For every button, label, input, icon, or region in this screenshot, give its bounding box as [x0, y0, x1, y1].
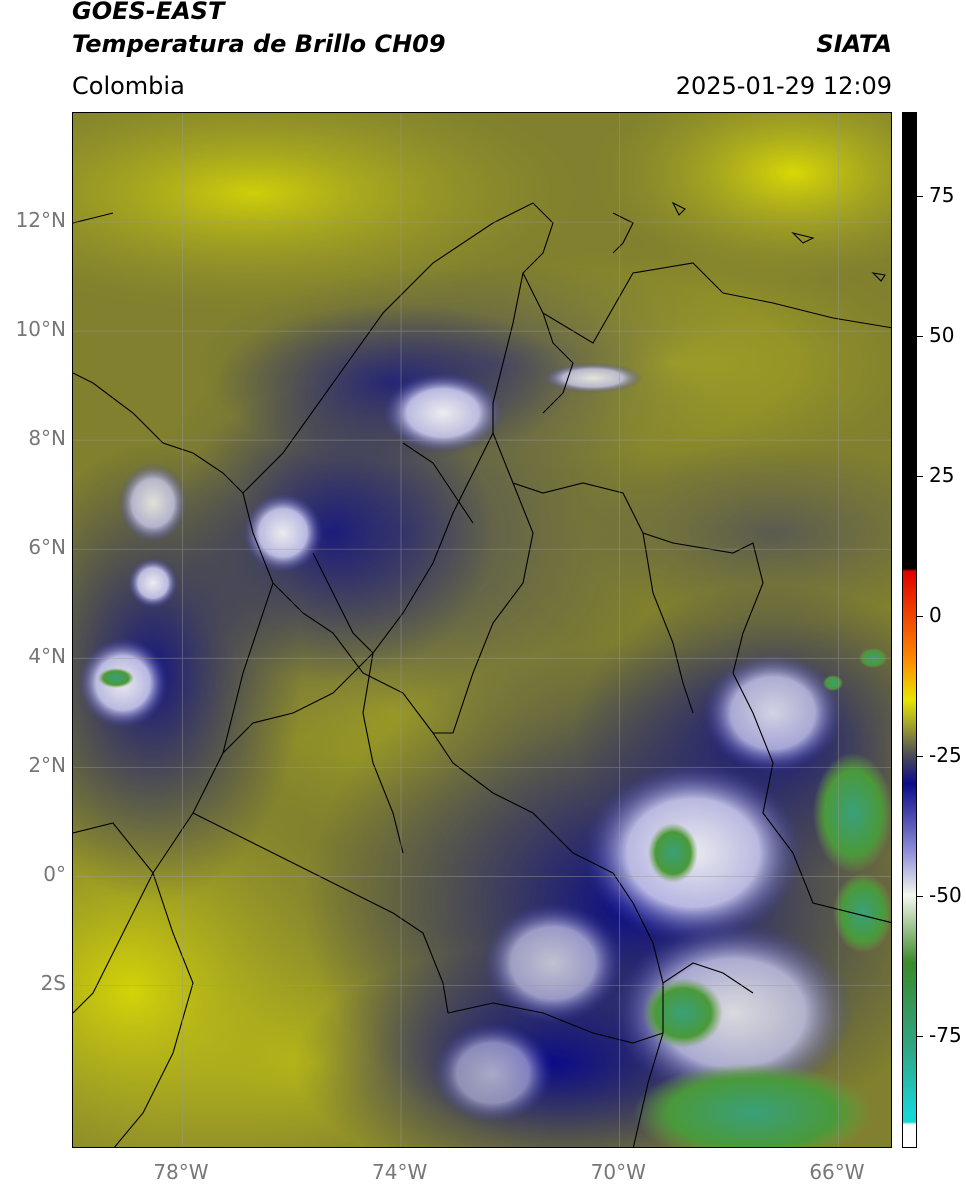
latitude-tick-label: 6°N: [28, 535, 66, 560]
colorbar-tick: [917, 616, 923, 617]
colorbar-tick-label: 75: [929, 183, 955, 207]
agency-label: SIATA: [816, 30, 892, 58]
region-label: Colombia: [72, 72, 185, 100]
latitude-tick-label: 10°N: [15, 317, 66, 342]
colorbar-tick-label: -75: [929, 1023, 962, 1047]
latitude-tick-label: 12°N: [15, 208, 66, 233]
latitude-tick-label: 0°: [43, 862, 66, 887]
longitude-tick-label: 66°W: [809, 1160, 865, 1184]
latitude-tick-label: 2°N: [28, 753, 66, 778]
colorbar-tick-label: 50: [929, 323, 955, 347]
brightness-temperature-image: [73, 113, 891, 1147]
colorbar-tick-label: 25: [929, 463, 955, 487]
colorbar-tick: [917, 476, 923, 477]
borders-coastlines: [73, 201, 891, 1147]
colorbar-tick: [917, 336, 923, 337]
colorbar-tick: [917, 1036, 923, 1037]
latitude-tick-label: 8°N: [28, 426, 66, 451]
map-gridlines: [73, 113, 891, 1147]
longitude-tick-label: 74°W: [372, 1160, 428, 1184]
latitude-tick-label: 2S: [40, 971, 66, 996]
longitude-tick-label: 70°W: [590, 1160, 646, 1184]
colorbar: [902, 112, 917, 1148]
longitude-tick-label: 78°W: [153, 1160, 209, 1184]
datetime-label: 2025-01-29 12:09: [675, 72, 892, 100]
colorbar-tick: [917, 196, 923, 197]
colorbar-tick: [917, 756, 923, 757]
latitude-tick-label: 4°N: [28, 644, 66, 669]
colorbar-tick-label: 0: [929, 603, 942, 627]
satellite-title: GOES-EAST: [72, 0, 225, 25]
satellite-map: [72, 112, 892, 1148]
product-title: Temperatura de Brillo CH09: [72, 30, 446, 58]
colorbar-tick: [917, 896, 923, 897]
colorbar-tick-label: -25: [929, 743, 962, 767]
colorbar-tick-label: -50: [929, 883, 962, 907]
